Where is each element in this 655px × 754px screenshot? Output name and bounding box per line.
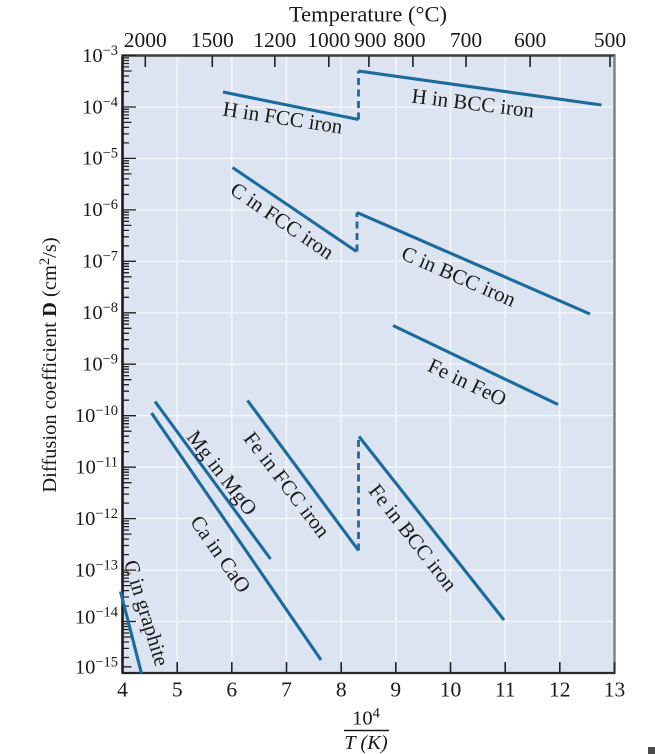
svg-text:13: 13 — [604, 678, 626, 702]
svg-text:10−4: 10−4 — [82, 94, 119, 118]
svg-text:10: 10 — [440, 678, 462, 702]
svg-text:4: 4 — [117, 678, 128, 702]
svg-text:8: 8 — [336, 678, 347, 702]
svg-text:11: 11 — [495, 678, 516, 702]
svg-text:800: 800 — [393, 28, 425, 52]
svg-text:T (K): T (K) — [344, 732, 388, 754]
svg-text:600: 600 — [514, 28, 546, 52]
svg-text:500: 500 — [594, 28, 626, 52]
svg-text:Temperature (°C): Temperature (°C) — [289, 2, 447, 27]
svg-text:5: 5 — [172, 678, 183, 702]
svg-text:7: 7 — [281, 678, 292, 702]
svg-text:Diffusion coefficient D (cm2/s: Diffusion coefficient D (cm2/s) — [37, 237, 61, 492]
svg-text:700: 700 — [450, 28, 482, 52]
svg-text:9: 9 — [390, 678, 401, 702]
svg-text:10−13: 10−13 — [75, 557, 118, 581]
svg-text:6: 6 — [226, 678, 237, 702]
svg-text:2000: 2000 — [124, 28, 167, 52]
svg-text:900: 900 — [354, 28, 386, 52]
svg-text:1500: 1500 — [191, 28, 234, 52]
svg-text:1200: 1200 — [253, 28, 296, 52]
svg-text:1000: 1000 — [307, 28, 350, 52]
svg-text:12: 12 — [549, 678, 571, 702]
svg-text:10−8: 10−8 — [82, 300, 118, 324]
